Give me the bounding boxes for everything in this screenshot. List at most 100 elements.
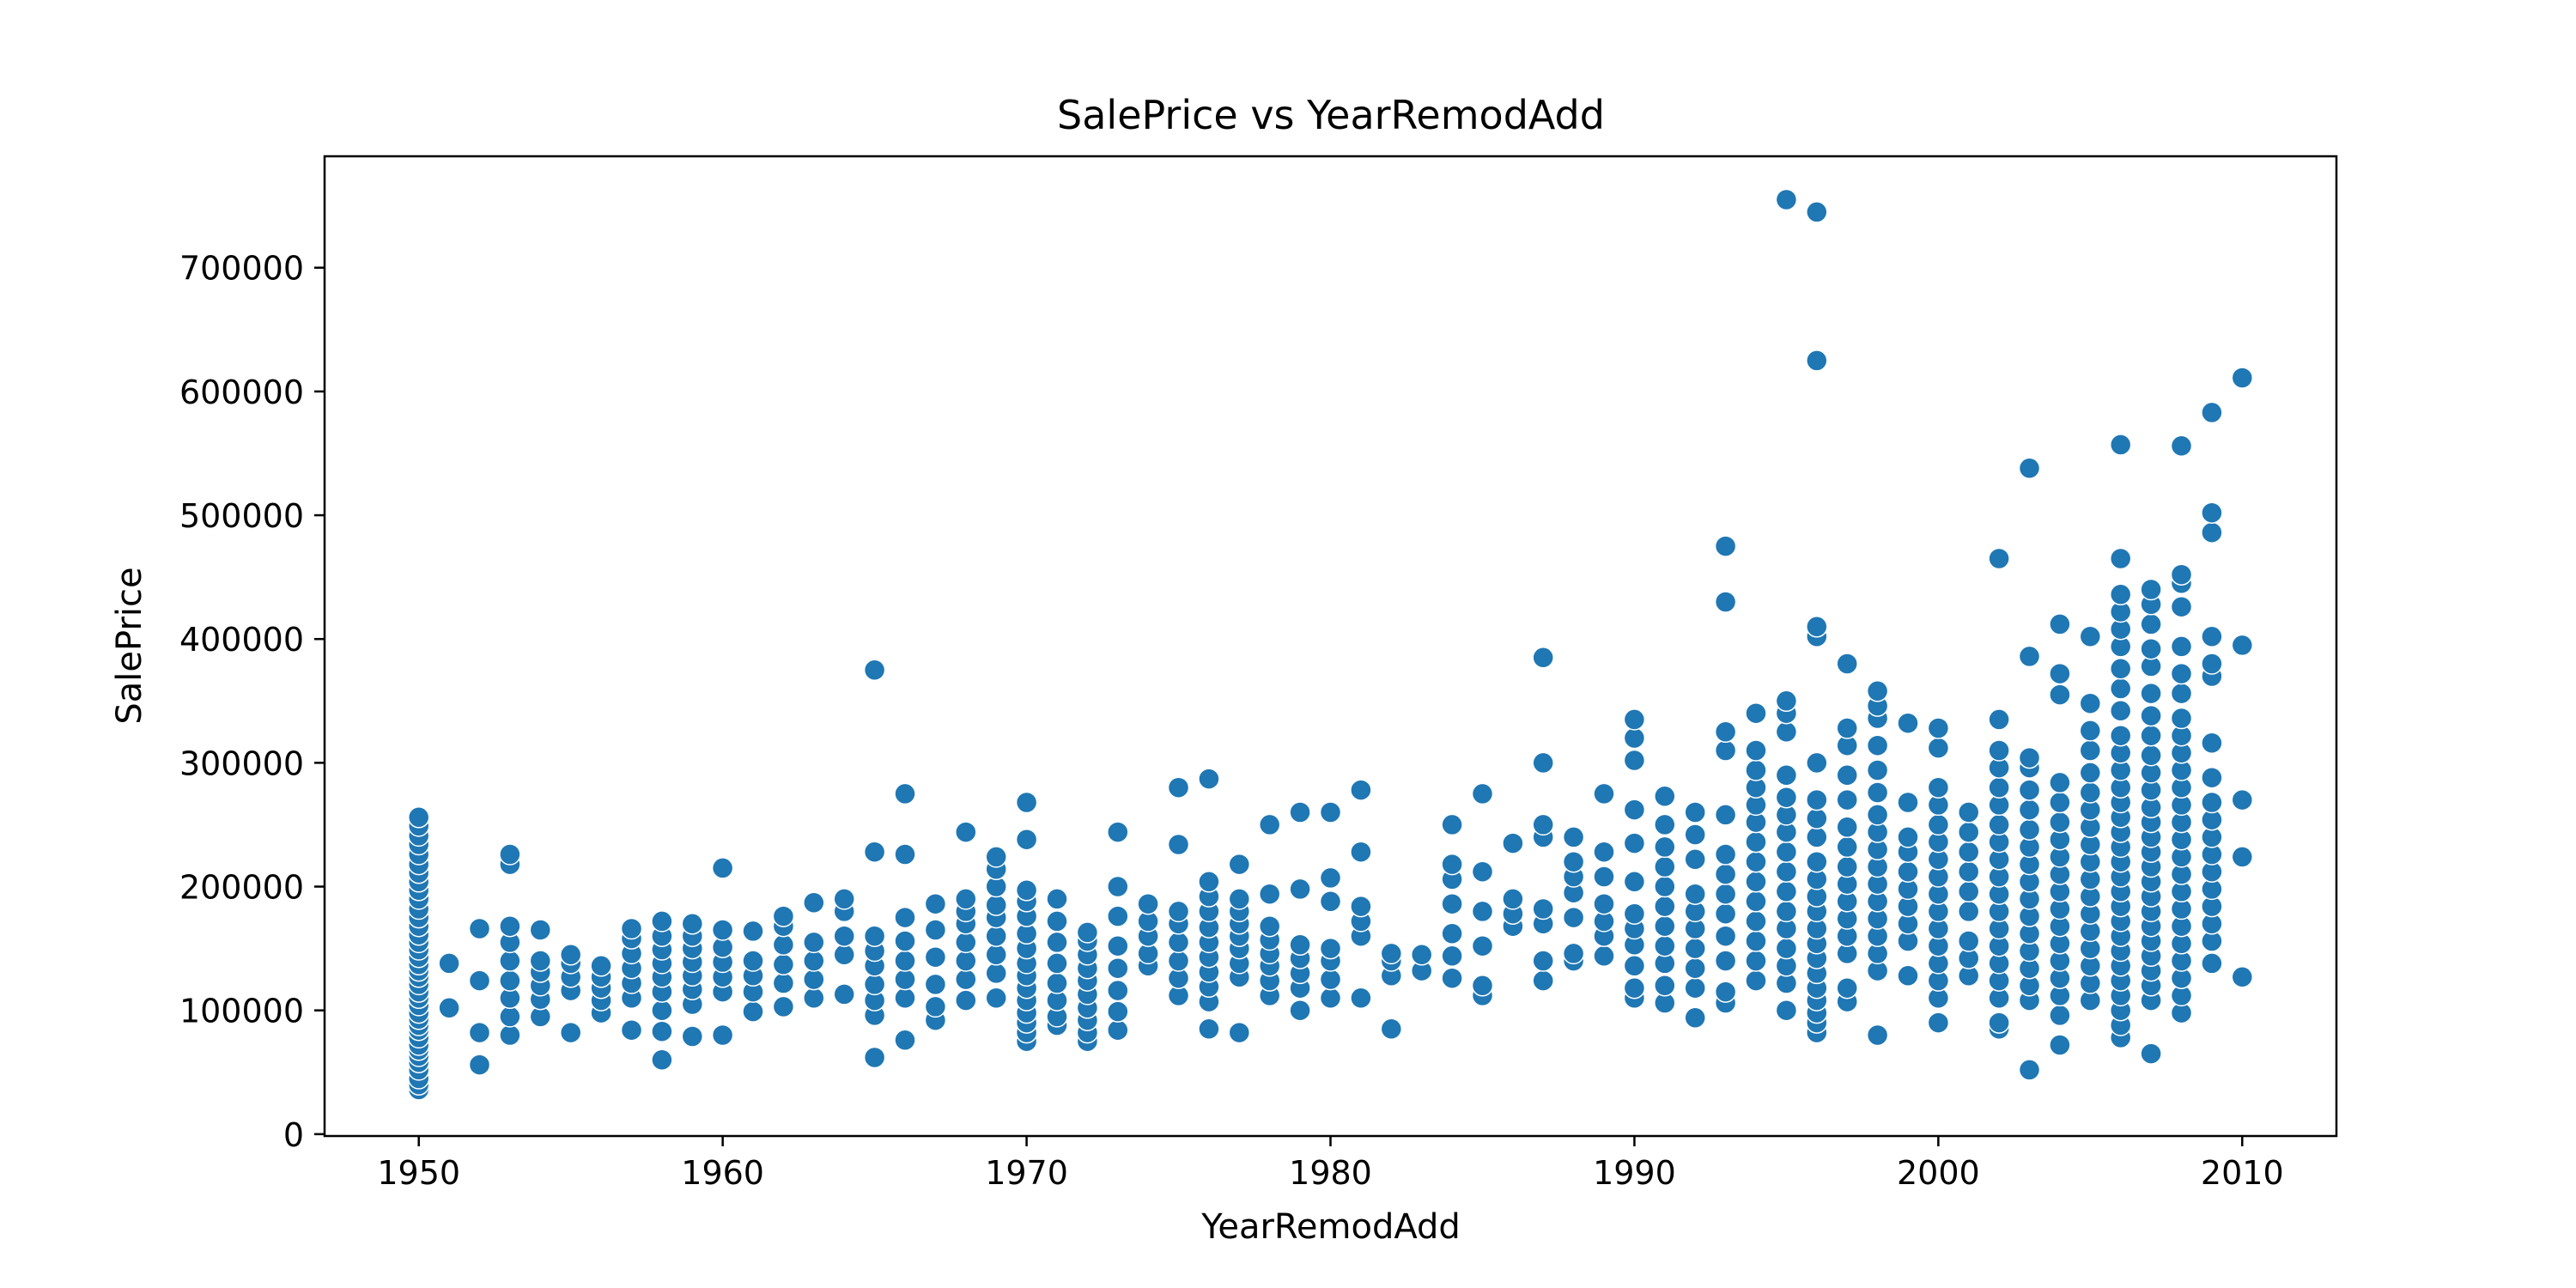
data-point	[529, 919, 552, 941]
data-point	[1046, 972, 1068, 994]
data-point	[1806, 349, 1828, 372]
data-point	[2049, 1034, 2071, 1056]
data-point	[1714, 902, 1737, 925]
data-point	[1623, 832, 1646, 854]
data-point	[924, 995, 947, 1018]
data-point	[1714, 925, 1737, 947]
data-point	[1046, 952, 1068, 975]
data-point	[1441, 922, 1463, 945]
data-point	[2140, 724, 2162, 747]
data-point	[1957, 860, 1980, 883]
data-point	[1836, 764, 1858, 787]
data-point	[2201, 653, 2223, 675]
data-point	[1623, 871, 1646, 893]
data-point	[1198, 1018, 1220, 1041]
data-point	[1593, 841, 1615, 863]
data-point	[833, 888, 855, 910]
data-point	[1228, 1021, 1251, 1044]
data-point	[2018, 645, 2041, 668]
data-point	[1775, 937, 1798, 960]
data-point	[2109, 724, 2132, 747]
data-point	[894, 987, 916, 1010]
data-point	[1745, 950, 1767, 972]
data-point	[2109, 434, 2132, 456]
data-point	[711, 919, 734, 941]
data-point	[1775, 720, 1798, 744]
data-point	[1897, 791, 1919, 814]
data-point	[1745, 739, 1767, 762]
data-point	[742, 920, 764, 943]
data-point	[1107, 875, 1129, 898]
data-point	[1107, 957, 1129, 980]
data-point	[651, 999, 673, 1022]
data-point	[2079, 781, 2102, 804]
data-point	[1745, 850, 1767, 873]
data-point	[894, 906, 916, 929]
data-point	[1441, 892, 1463, 915]
data-point	[1107, 934, 1129, 957]
data-point	[1471, 782, 1494, 805]
data-point	[1167, 776, 1190, 799]
data-point	[1198, 871, 1220, 893]
data-point	[1836, 788, 1858, 811]
data-point	[1137, 892, 1159, 915]
data-point	[1593, 892, 1615, 915]
data-point	[2049, 791, 2071, 814]
data-point	[2018, 457, 2041, 480]
data-point	[1441, 967, 1463, 989]
data-point	[2201, 766, 2223, 789]
data-point	[2018, 746, 2041, 769]
data-point	[1745, 759, 1767, 781]
data-point	[1684, 937, 1706, 960]
data-point	[1684, 823, 1706, 846]
x-tick-label: 1980	[1289, 1154, 1372, 1192]
data-point	[894, 950, 916, 972]
data-point	[1654, 855, 1676, 878]
data-point	[1380, 942, 1403, 965]
data-point	[1532, 950, 1554, 972]
data-point	[1654, 875, 1676, 898]
data-point	[1410, 944, 1433, 966]
data-point	[1167, 931, 1190, 954]
data-point	[2049, 613, 2071, 635]
data-point	[1684, 976, 1706, 999]
data-point	[1745, 702, 1767, 725]
data-point	[955, 989, 977, 1012]
data-point	[1714, 843, 1737, 866]
data-point	[2201, 625, 2223, 648]
data-point	[1471, 860, 1494, 883]
data-point	[2049, 683, 2071, 706]
data-point	[1623, 726, 1646, 750]
data-point	[772, 953, 795, 976]
x-tick-label: 1990	[1593, 1154, 1676, 1192]
data-point	[863, 659, 886, 682]
data-point	[1107, 821, 1129, 843]
data-point	[924, 892, 947, 915]
data-point	[803, 950, 825, 972]
data-point	[1745, 830, 1767, 854]
data-point	[1897, 826, 1919, 848]
data-point	[1350, 841, 1372, 863]
data-point	[2231, 634, 2254, 657]
data-point	[894, 782, 916, 805]
data-point	[1258, 914, 1281, 938]
data-point	[1046, 931, 1068, 954]
data-point	[772, 972, 795, 994]
data-point	[1076, 921, 1099, 944]
data-point	[1289, 801, 1311, 823]
data-point	[1745, 910, 1767, 933]
data-point	[985, 894, 1007, 916]
data-point	[924, 973, 947, 996]
data-point	[651, 910, 673, 933]
data-point	[1228, 853, 1251, 876]
y-tick-label: 0	[283, 1116, 304, 1154]
data-point	[1714, 591, 1737, 613]
data-point	[1714, 720, 1737, 744]
data-point	[407, 806, 430, 829]
data-point	[2109, 583, 2132, 606]
data-point	[1957, 821, 1980, 843]
data-point	[1107, 979, 1129, 1002]
data-point	[1623, 955, 1646, 977]
data-point	[711, 857, 734, 879]
data-point	[1957, 841, 1980, 863]
